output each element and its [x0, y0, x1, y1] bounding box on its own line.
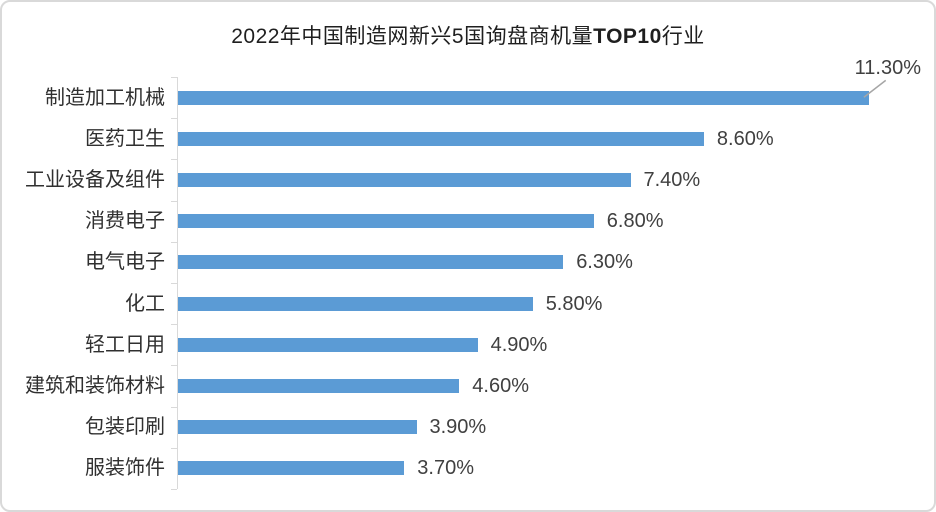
category-label: 制造加工机械 [45, 86, 165, 109]
axis-tick [171, 77, 177, 78]
axis-tick [171, 283, 177, 284]
callout-value-label: 11.30% [854, 57, 921, 79]
bar [178, 255, 564, 270]
bar [178, 296, 533, 311]
bar [178, 420, 417, 435]
axis-tick [171, 406, 177, 408]
value-label: 3.70% [417, 457, 475, 480]
chart-title-top10: TOP10 [593, 25, 662, 48]
category-label: 电气电子 [85, 251, 165, 274]
value-label: 6.80% [606, 210, 664, 233]
bar [178, 337, 478, 352]
bar [178, 131, 704, 146]
axis-tick [171, 365, 177, 367]
chart-title-suffix: 行业 [661, 25, 705, 48]
value-label: 7.40% [643, 169, 701, 191]
bar [178, 461, 405, 476]
value-label: 6.30% [576, 251, 633, 274]
category-label: 服装饰件 [85, 457, 165, 480]
category-label: 医药卫生 [85, 127, 165, 150]
category-label: 包装印刷 [85, 416, 165, 439]
value-label: 4.90% [490, 333, 548, 356]
chart-title: 2022年中国制造网新兴5国询盘商机量TOP10行业 [2, 20, 934, 50]
value-label: 8.60% [716, 127, 774, 150]
axis-tick [171, 200, 177, 202]
bar [178, 214, 594, 229]
chart-title-prefix: 2022年中国制造网新兴5国询盘商机量 [231, 25, 594, 48]
category-label: 轻工日用 [85, 333, 165, 356]
axis-tick [171, 324, 177, 326]
axis-tick [171, 241, 177, 243]
axis-tick [171, 159, 177, 161]
axis-tick [171, 118, 177, 120]
axis-tick [171, 489, 177, 490]
category-label: 化工 [125, 292, 165, 315]
bar [178, 173, 631, 187]
bar [178, 379, 460, 393]
axis-tick [171, 447, 177, 449]
value-label: 4.60% [472, 375, 530, 397]
category-label: 消费电子 [85, 210, 165, 233]
value-label: 3.90% [429, 416, 487, 439]
category-label: 工业设备及组件 [25, 169, 165, 191]
category-axis-line [177, 77, 178, 489]
bar [178, 90, 869, 105]
category-label: 建筑和装饰材料 [25, 375, 165, 397]
value-label: 5.80% [545, 292, 603, 315]
